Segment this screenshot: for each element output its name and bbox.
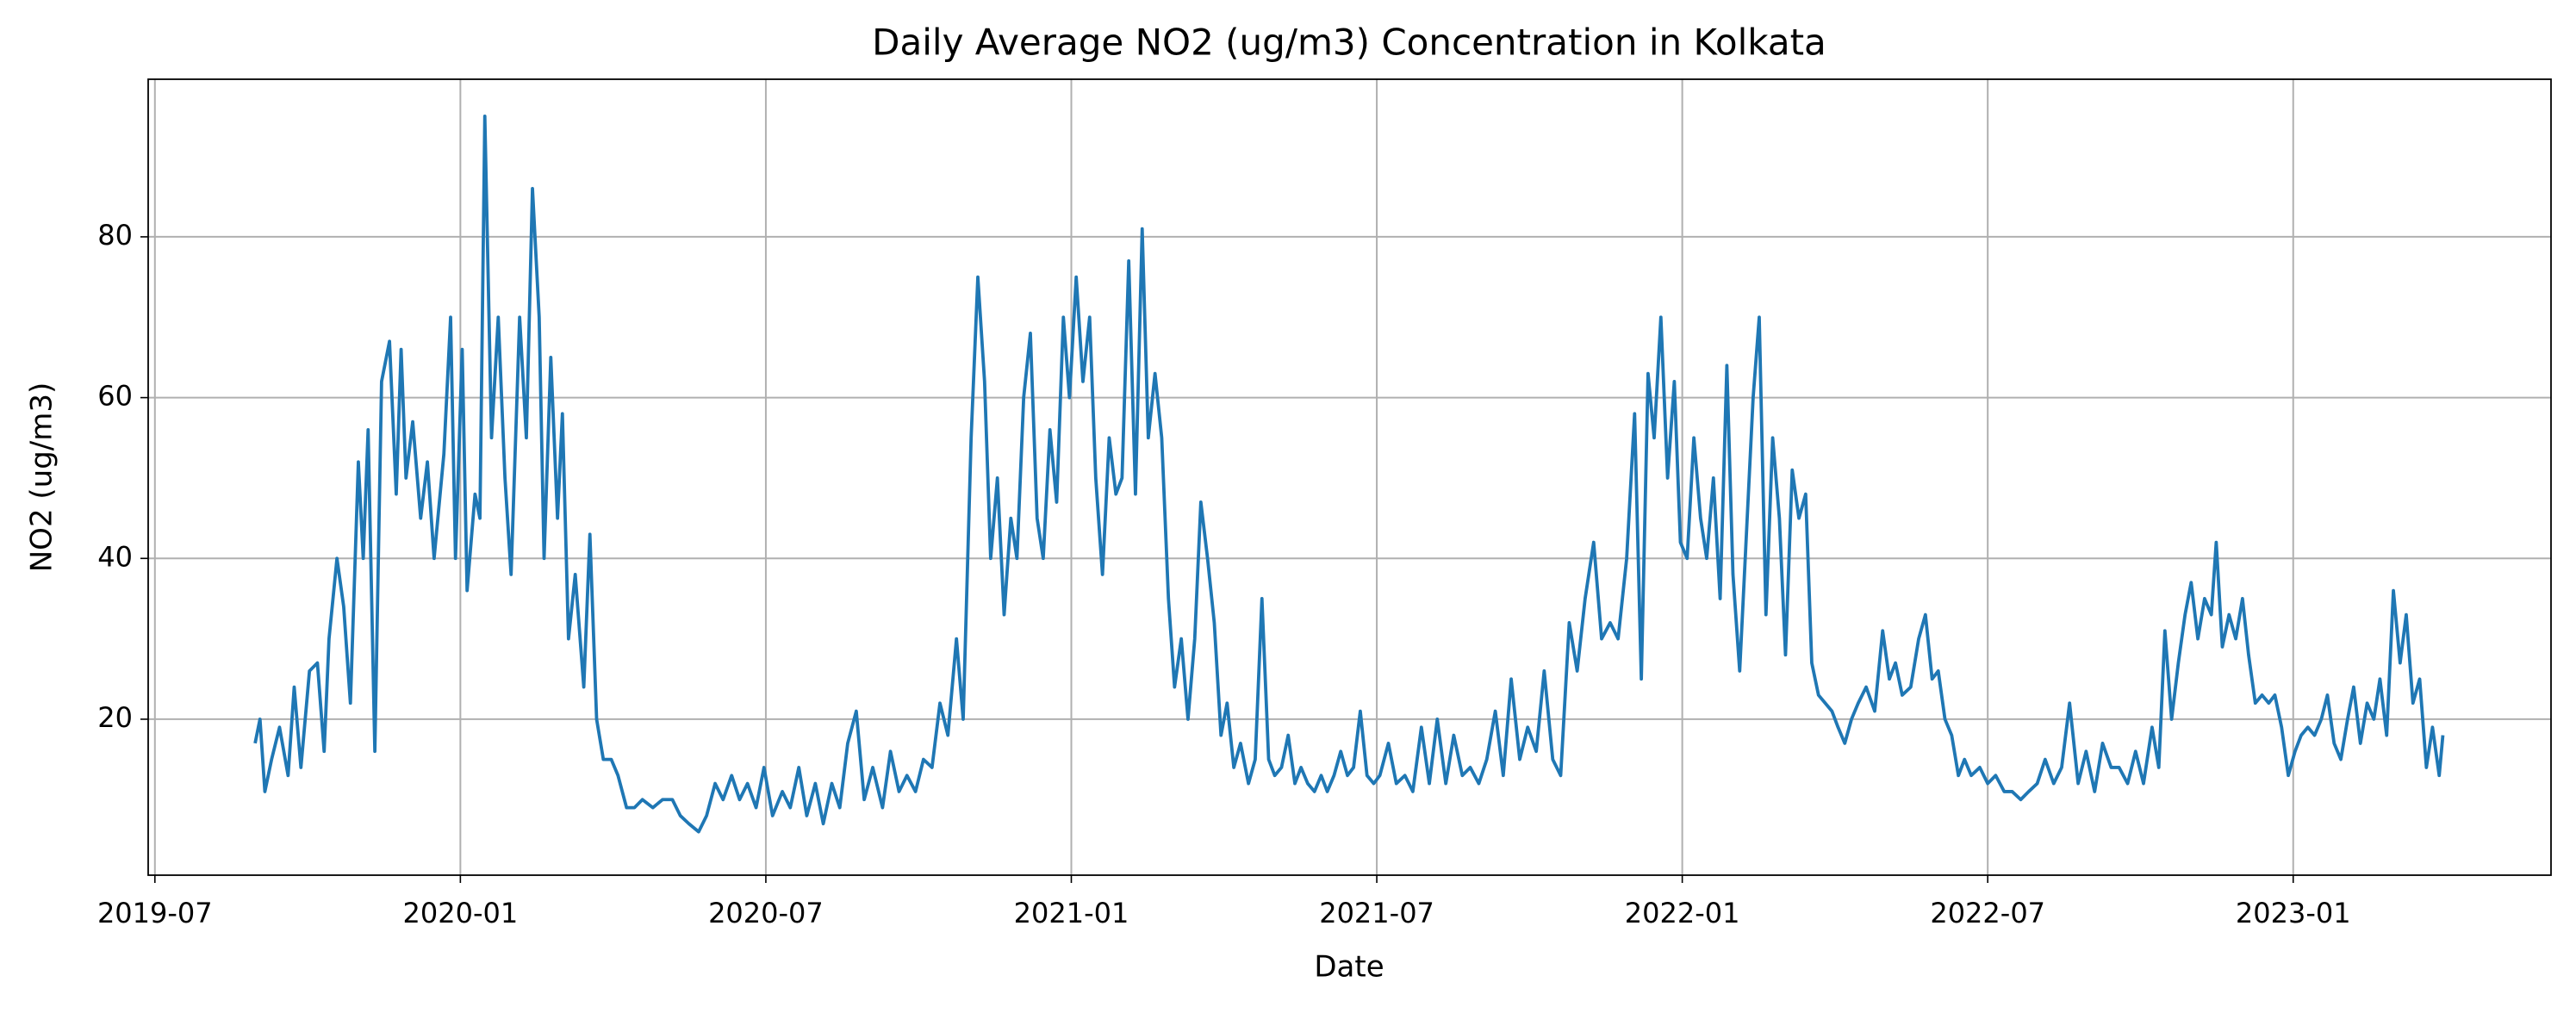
y-tick-label: 60	[97, 380, 133, 413]
x-axis-label: Date	[1314, 950, 1384, 985]
x-tick-label: 2022-01	[1625, 897, 1740, 929]
x-tick-label: 2019-07	[97, 897, 213, 929]
x-tick-label: 2020-01	[403, 897, 519, 929]
x-tick-label: 2023-01	[2236, 897, 2351, 929]
plot-frame	[147, 78, 2552, 876]
y-tick-label: 40	[97, 540, 133, 573]
y-axis-label: NO2 (ug/m3)	[25, 382, 59, 573]
x-tick-label: 2020-07	[708, 897, 824, 929]
chart-title: Daily Average NO2 (ug/m3) Concentration …	[872, 22, 1826, 64]
y-tick-label: 80	[97, 219, 133, 252]
x-tick-label: 2021-07	[1319, 897, 1434, 929]
data-line	[253, 115, 2445, 834]
x-tick-label: 2021-01	[1014, 897, 1129, 929]
x-tick-label: 2022-07	[1930, 897, 2045, 929]
y-tick-label: 20	[97, 701, 133, 734]
